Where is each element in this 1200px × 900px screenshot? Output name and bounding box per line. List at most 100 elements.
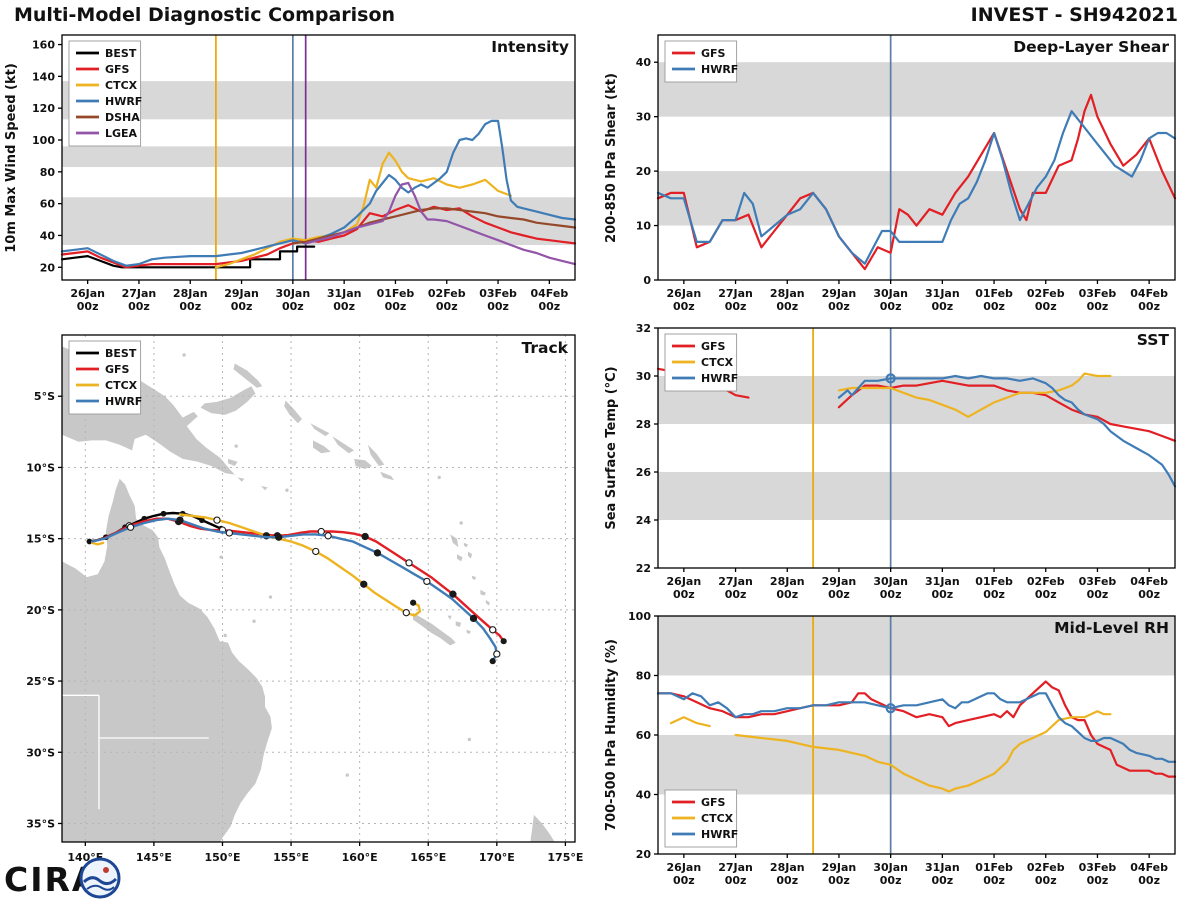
x-tick-label: 00z	[1035, 588, 1057, 601]
legend-label-GFS: GFS	[701, 796, 726, 809]
legend-label-CTCX: CTCX	[701, 812, 734, 825]
landmass	[260, 486, 268, 491]
page-title: Multi-Model Diagnostic Comparison	[14, 4, 396, 26]
y-tick-label: 20	[636, 165, 652, 178]
cira-logo-art: CIRA	[4, 857, 121, 899]
x-tick-label: 00z	[1138, 588, 1160, 601]
y-tick-label: 80	[40, 166, 56, 179]
marker-HWRF	[885, 373, 896, 384]
x-tick-label: 00z	[128, 300, 150, 313]
landmass	[457, 554, 463, 562]
x-tick-label: 00z	[776, 588, 798, 601]
x-tick-label: 04Feb	[1130, 287, 1168, 300]
small-island	[437, 475, 441, 480]
x-tick-label: 26Jan	[667, 575, 702, 588]
x-tick-label: 00z	[776, 300, 798, 313]
x-tick-label: 01Feb	[975, 861, 1013, 874]
y-tick-label: 120	[32, 102, 55, 115]
x-tick-label: 03Feb	[479, 287, 517, 300]
landmass	[310, 423, 330, 437]
legend-label-HWRF: HWRF	[105, 395, 142, 408]
track-point-GFS	[449, 590, 457, 598]
small-island	[252, 619, 256, 623]
y-tick-label: 60	[40, 198, 56, 211]
small-island	[219, 555, 223, 559]
lon-tick-label: 155°E	[273, 851, 309, 864]
series-GFS	[837, 379, 1177, 442]
x-tick-label: 00z	[487, 300, 509, 313]
y-tick-label: 0	[643, 274, 651, 287]
landmass	[530, 814, 555, 842]
x-tick-label: 00z	[828, 588, 850, 601]
x-tick-label: 31Jan	[925, 575, 960, 588]
lon-tick-label: 150°E	[204, 851, 240, 864]
axes-frame	[657, 34, 1176, 281]
track-endpoint-HWRF	[489, 658, 496, 665]
x-tick-label: 02Feb	[428, 287, 466, 300]
x-tick-label: 00z	[1138, 300, 1160, 313]
shaded-band	[62, 146, 575, 168]
y-tick-label: 60	[636, 729, 652, 742]
x-tick-label: 26Jan	[70, 287, 105, 300]
series-GFS	[656, 93, 1177, 271]
marker-HWRF	[885, 703, 896, 714]
x-tick-label: 00z	[1087, 588, 1109, 601]
landmass	[450, 534, 459, 548]
landmass	[463, 542, 468, 548]
landmass	[237, 477, 245, 482]
series-HWRF	[60, 119, 577, 267]
landmass	[62, 478, 272, 842]
small-island	[182, 353, 186, 357]
track-point-HWRF	[275, 533, 283, 541]
shear-chart: 01020304026Jan00z27Jan00z28Jan00z29Jan00…	[604, 34, 1177, 313]
track-point-CTCX	[360, 580, 368, 588]
legend-label-GFS: GFS	[701, 340, 726, 353]
series-GFS	[656, 680, 1177, 778]
shaded-band	[658, 735, 1175, 795]
x-tick-label: 31Jan	[925, 861, 960, 874]
x-tick-label: 00z	[282, 300, 304, 313]
y-tick-label: 40	[636, 789, 652, 802]
x-tick-label: 00z	[880, 874, 902, 887]
lat-tick-label: 15°S	[26, 533, 55, 546]
lon-tick-label: 175°E	[547, 851, 583, 864]
x-tick-label: 00z	[231, 300, 253, 313]
shear-title: Deep-Layer Shear	[1013, 38, 1169, 56]
legend-label-CTCX: CTCX	[105, 379, 138, 392]
y-tick-label: 20	[40, 261, 56, 274]
lon-tick-label: 170°E	[479, 851, 515, 864]
lat-tick-label: 25°S	[26, 675, 55, 688]
x-tick-label: 27Jan	[718, 861, 753, 874]
x-tick-label: 28Jan	[770, 575, 805, 588]
x-tick-label: 03Feb	[1079, 861, 1117, 874]
intensity-title: Intensity	[491, 38, 569, 56]
x-tick-label: 00z	[1087, 874, 1109, 887]
y-tick-label: 80	[636, 670, 652, 683]
cira-logo: CIRA	[4, 857, 121, 899]
x-tick-label: 28Jan	[770, 287, 805, 300]
axes-frame	[657, 327, 1176, 569]
small-island	[345, 773, 350, 777]
x-tick-label: 00z	[1035, 300, 1057, 313]
x-tick-label: 00z	[983, 588, 1005, 601]
small-island	[234, 444, 238, 448]
shaded-band	[658, 616, 1175, 676]
x-tick-label: 27Jan	[122, 287, 157, 300]
series-HWRF	[837, 374, 1177, 488]
x-tick-label: 00z	[931, 874, 953, 887]
x-tick-label: 30Jan	[873, 575, 908, 588]
x-tick-label: 02Feb	[1027, 575, 1065, 588]
x-tick-label: 30Jan	[873, 287, 908, 300]
x-tick-label: 27Jan	[718, 287, 753, 300]
track-point-GFS	[405, 559, 413, 567]
x-tick-label: 00z	[1035, 874, 1057, 887]
small-island	[467, 737, 472, 742]
lon-tick-label: 145°E	[136, 851, 172, 864]
landmass	[472, 575, 477, 580]
landmass	[233, 363, 263, 388]
y-axis-label: 700-500 hPa Humidity (%)	[604, 639, 619, 831]
legend-box	[68, 40, 142, 147]
series-CTCX	[837, 372, 1112, 418]
x-tick-label: 00z	[333, 300, 355, 313]
track-point-HWRF	[225, 529, 233, 537]
